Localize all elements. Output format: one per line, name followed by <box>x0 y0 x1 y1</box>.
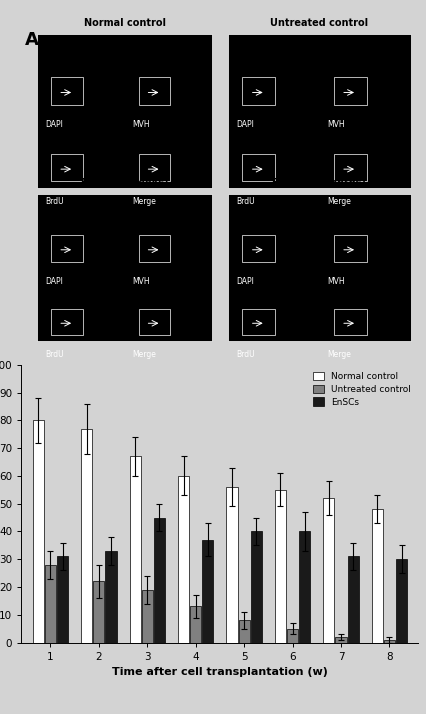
Text: DAPI: DAPI <box>235 121 253 129</box>
Text: BrdU: BrdU <box>45 197 63 206</box>
Text: A: A <box>25 31 39 49</box>
FancyBboxPatch shape <box>37 194 211 341</box>
FancyBboxPatch shape <box>227 34 409 188</box>
Text: Merge: Merge <box>326 351 350 359</box>
Bar <box>81 428 92 643</box>
Bar <box>45 565 56 643</box>
Text: DAPI: DAPI <box>235 277 253 286</box>
Bar <box>141 590 153 643</box>
Bar <box>298 531 310 643</box>
Text: EnSCs(2 weeks): EnSCs(2 weeks) <box>81 178 168 188</box>
Text: BrdU: BrdU <box>235 197 254 206</box>
X-axis label: Time after cell transplantation (w): Time after cell transplantation (w) <box>112 667 327 677</box>
Bar <box>347 556 358 643</box>
Bar <box>383 640 394 643</box>
Text: BrdU: BrdU <box>235 351 254 359</box>
Text: MVH: MVH <box>326 277 344 286</box>
Text: DAPI: DAPI <box>45 121 63 129</box>
FancyBboxPatch shape <box>37 34 211 188</box>
Text: Normal control: Normal control <box>83 18 165 28</box>
FancyBboxPatch shape <box>227 194 409 341</box>
Bar <box>371 509 382 643</box>
Text: Merge: Merge <box>326 197 350 206</box>
Text: MVH: MVH <box>132 121 150 129</box>
Text: BrdU: BrdU <box>45 351 63 359</box>
Text: MVH: MVH <box>132 277 150 286</box>
Bar <box>190 606 201 643</box>
Bar <box>129 456 141 643</box>
Bar <box>250 531 261 643</box>
Bar <box>322 498 334 643</box>
Legend: Normal control, Untreated control, EnSCs: Normal control, Untreated control, EnSCs <box>310 369 413 409</box>
Bar <box>57 556 68 643</box>
Bar <box>153 518 164 643</box>
Bar <box>286 629 297 643</box>
Bar <box>105 551 116 643</box>
Bar <box>334 637 346 643</box>
Text: Untreated control: Untreated control <box>270 18 367 28</box>
Bar <box>33 421 44 643</box>
Bar <box>274 490 285 643</box>
Text: MVH: MVH <box>326 121 344 129</box>
Bar <box>395 559 406 643</box>
Bar <box>178 476 189 643</box>
Text: DAPI: DAPI <box>45 277 63 286</box>
Text: Merge: Merge <box>132 351 156 359</box>
Bar <box>202 540 213 643</box>
Text: EnSCs(2 months): EnSCs(2 months) <box>272 178 365 188</box>
Bar <box>238 620 249 643</box>
Bar <box>226 487 237 643</box>
Text: Merge: Merge <box>132 197 156 206</box>
Bar <box>93 581 104 643</box>
